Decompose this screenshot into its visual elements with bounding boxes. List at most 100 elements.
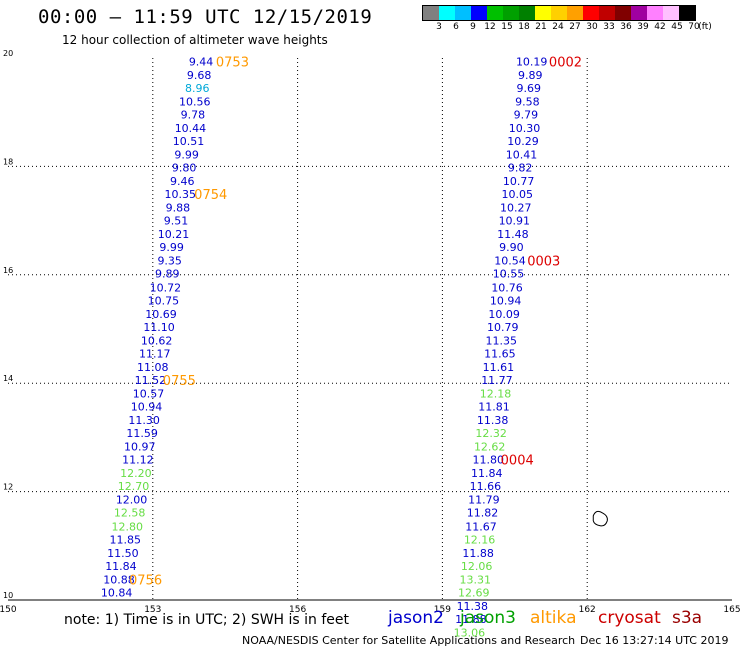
data-point-label: 9.79 [514, 108, 539, 121]
data-point-label: 12.20 [120, 467, 152, 480]
time-label: 0754 [194, 188, 227, 203]
data-point-label: 11.48 [497, 228, 529, 241]
y-tick-label: 10 [3, 591, 13, 600]
time-label: 0755 [163, 374, 196, 389]
data-point-label: 10.94 [490, 294, 522, 307]
legend-s3a: s3a [672, 608, 703, 628]
data-point-label: 12.32 [475, 427, 507, 440]
data-point-label: 11.85 [110, 533, 142, 546]
data-point-label: 11.61 [483, 361, 515, 374]
data-point-label: 10.27 [500, 202, 532, 215]
data-point-label: 11.65 [484, 347, 516, 360]
island-outline [592, 510, 608, 527]
time-label: 0756 [129, 573, 162, 588]
data-point-label: 10.91 [499, 215, 531, 228]
data-point-label: 11.88 [455, 613, 487, 626]
data-point-label: 10.30 [509, 122, 541, 135]
data-point-label: 10.44 [175, 122, 207, 135]
data-point-label: 11.77 [481, 374, 513, 387]
data-point-label: 10.79 [487, 321, 519, 334]
data-point-label: 10.84 [101, 586, 133, 599]
data-point-label: 9.90 [499, 241, 524, 254]
colorbar-swatch [455, 6, 471, 20]
data-point-label: 12.69 [458, 586, 490, 599]
data-point-label: 12.00 [116, 494, 148, 507]
data-point-label: 13.06 [454, 627, 486, 640]
data-point-label: 10.55 [493, 268, 525, 281]
data-point-label: 10.35 [165, 188, 197, 201]
data-point-label: 10.72 [150, 281, 182, 294]
data-point-label: 9.51 [164, 215, 189, 228]
data-point-label: 11.30 [128, 414, 160, 427]
data-point-label: 11.79 [468, 494, 500, 507]
data-point-label: 12.80 [111, 520, 143, 533]
data-point-label: 9.80 [172, 161, 197, 174]
data-point-label: 11.12 [122, 454, 154, 467]
data-point-label: 11.08 [137, 361, 169, 374]
legend-jason3: jason3 [460, 608, 516, 628]
data-point-label: 11.59 [126, 427, 158, 440]
data-point-label: 10.41 [506, 148, 538, 161]
data-point-label: 9.58 [515, 95, 540, 108]
data-point-label: 11.17 [139, 347, 171, 360]
y-tick-label: 16 [3, 266, 13, 275]
colorbar-label: 6 [453, 22, 459, 32]
colorbar-swatch [631, 6, 647, 20]
data-point-label: 11.88 [462, 547, 494, 560]
data-point-label: 11.50 [107, 547, 139, 560]
data-point-label: 12.18 [480, 387, 512, 400]
data-point-label: 10.77 [503, 175, 535, 188]
colorbar-swatch [615, 6, 631, 20]
data-point-label: 9.78 [181, 108, 206, 121]
data-point-label: 10.76 [491, 281, 523, 294]
data-point-label: 9.99 [159, 241, 184, 254]
data-point-label: 10.57 [133, 387, 165, 400]
data-point-label: 12.06 [461, 560, 493, 573]
colorbar-swatch [679, 6, 695, 20]
data-point-label: 11.52 [135, 374, 167, 387]
data-point-label: 11.10 [143, 321, 175, 334]
data-point-label: 10.09 [488, 308, 520, 321]
x-tick-label: 165 [723, 605, 740, 615]
colorbar-labels: 3 6 9 12 15 18 21 24 27 30 33 36 39 42 45 70 (ft) [422, 22, 732, 34]
data-point-label: 10.54 [494, 255, 526, 268]
colorbar-swatch [551, 6, 567, 20]
y-tick-label: 14 [3, 374, 13, 383]
colorbar-label: 21 [535, 22, 547, 32]
footer-note: note: 1) Time is in UTC; 2) SWH is in fe… [64, 612, 350, 628]
data-point-label: 12.62 [474, 441, 506, 454]
chart-subtitle: 12 hour collection of altimeter wave hei… [62, 33, 328, 47]
legend-jason2: jason2 [388, 608, 444, 628]
legend-altika: altika [530, 608, 577, 628]
colorbar-label: 12 [484, 22, 496, 32]
colorbar-label: 36 [620, 22, 632, 32]
data-point-label: 10.56 [179, 95, 211, 108]
colorbar-label: 45 [671, 22, 683, 32]
data-point-label: 12.16 [464, 533, 496, 546]
data-point-label: 9.46 [170, 175, 195, 188]
colorbar-swatch [647, 6, 663, 20]
x-tick-label: 162 [579, 605, 596, 615]
time-label: 0753 [216, 55, 249, 70]
colorbar-swatch [423, 6, 439, 20]
colorbar-swatch [503, 6, 519, 20]
data-point-label: 10.97 [124, 441, 156, 454]
data-point-label: 11.81 [478, 401, 510, 414]
data-point-label: 11.84 [471, 467, 503, 480]
colorbar-label: 27 [569, 22, 581, 32]
data-point-label: 13.31 [459, 573, 491, 586]
timestamp-text: Dec 16 13:27:14 UTC 2019 [580, 634, 729, 647]
data-point-label: 10.19 [516, 55, 548, 68]
data-point-label: 11.38 [477, 414, 509, 427]
time-label: 0003 [527, 255, 560, 270]
colorbar-swatch [663, 6, 679, 20]
data-point-label: 9.88 [166, 202, 191, 215]
data-point-label: 11.84 [105, 560, 137, 573]
data-point-label: 10.69 [145, 308, 177, 321]
data-point-label: 9.68 [187, 69, 212, 82]
chart-title: 00:00 – 11:59 UTC 12/15/2019 [38, 6, 373, 28]
colorbar-swatch [471, 6, 487, 20]
colorbar-swatch [599, 6, 615, 20]
data-point-label: 9.99 [174, 148, 199, 161]
data-point-label: 10.88 [103, 573, 135, 586]
